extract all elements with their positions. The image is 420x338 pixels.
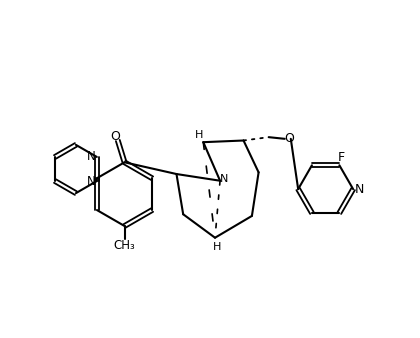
Text: N: N <box>220 174 228 184</box>
Text: N: N <box>87 150 95 164</box>
Text: H: H <box>195 130 203 140</box>
Text: N: N <box>354 183 364 196</box>
Text: H: H <box>213 242 221 252</box>
Text: CH₃: CH₃ <box>114 239 135 252</box>
Text: F: F <box>338 151 345 164</box>
Text: O: O <box>284 132 294 145</box>
Text: O: O <box>110 130 120 143</box>
Text: N: N <box>87 174 95 188</box>
